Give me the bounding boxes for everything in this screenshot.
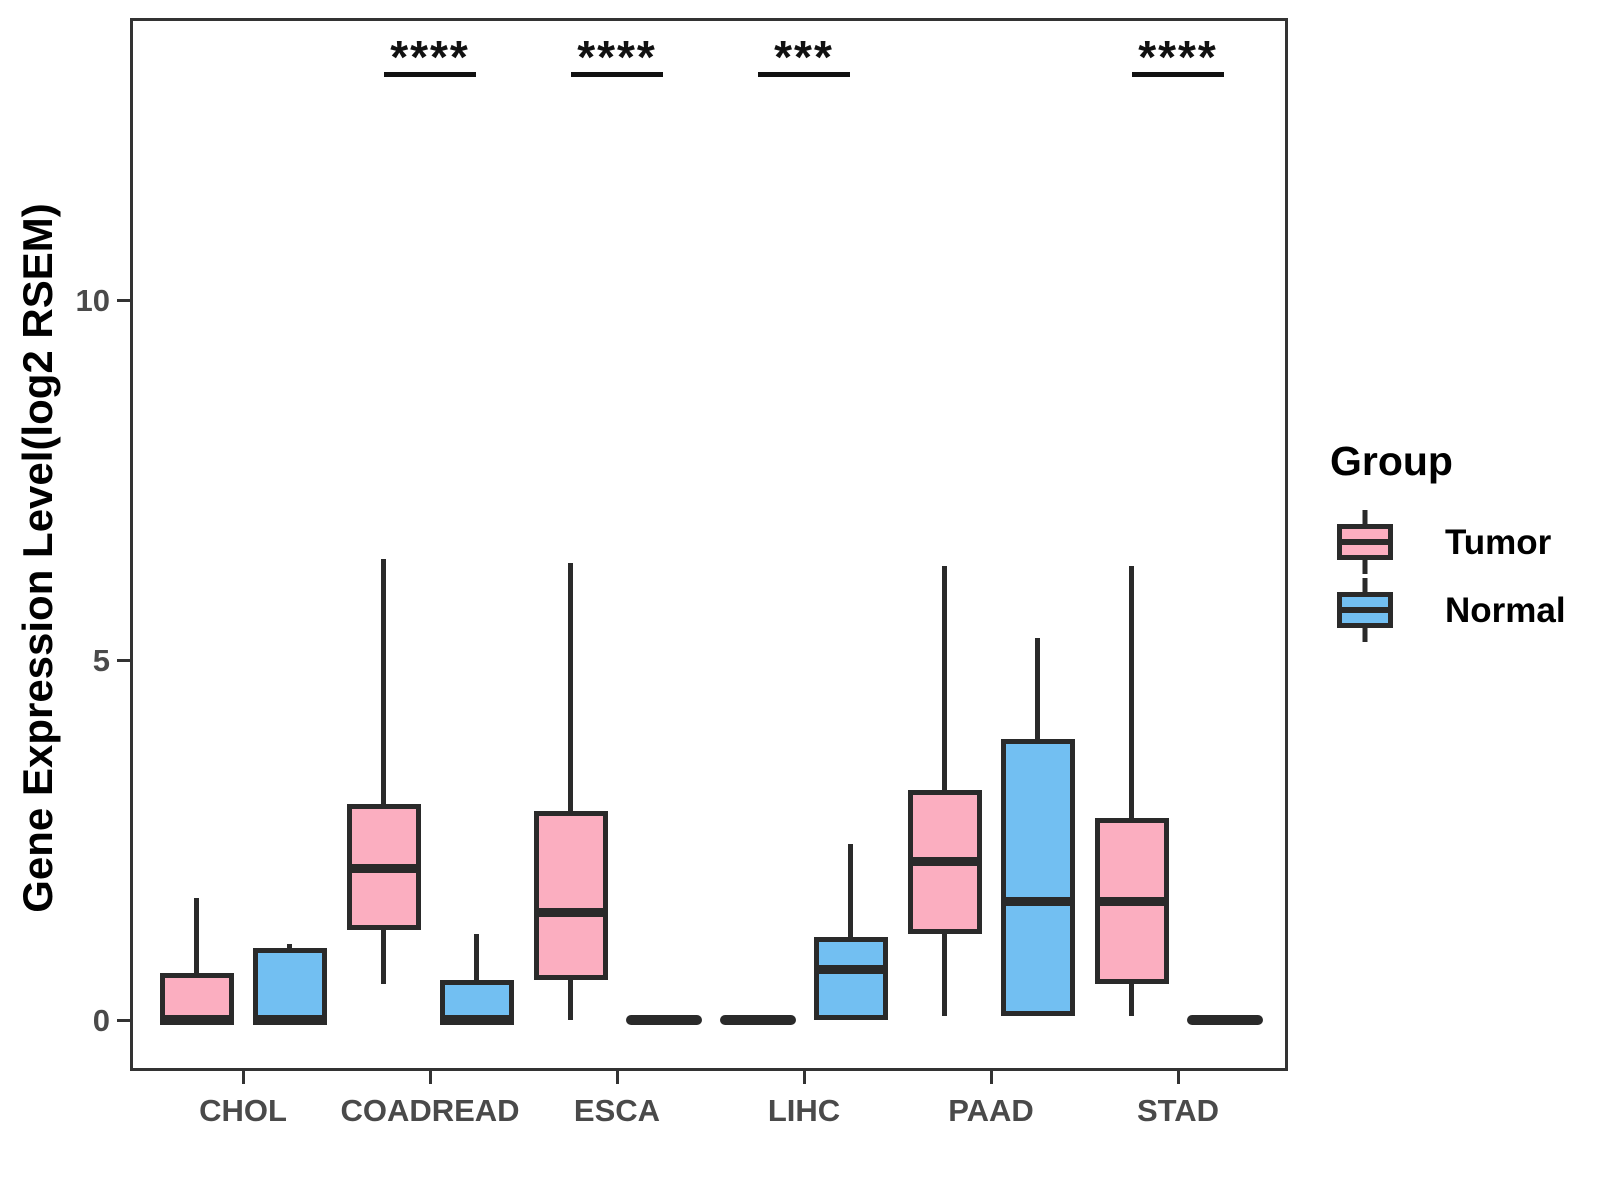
- x-tick-mark: [241, 1071, 245, 1084]
- median-line: [1000, 896, 1075, 906]
- median-line: [907, 857, 982, 867]
- whisker: [474, 933, 479, 1020]
- box-iqr: [813, 937, 888, 1020]
- legend-key-tumor: [1337, 510, 1393, 574]
- y-tick-mark: [117, 1018, 130, 1022]
- legend: Group Tumor Normal: [1330, 438, 1590, 668]
- legend-label-normal: Normal: [1445, 591, 1566, 630]
- box-iqr: [252, 948, 327, 1020]
- whisker: [568, 562, 573, 1020]
- box-iqr: [439, 980, 514, 1020]
- x-tick-mark: [615, 1071, 619, 1084]
- y-tick-label: 10: [75, 283, 110, 318]
- median-line: [533, 907, 608, 917]
- x-tick-label-esca: ESCA: [573, 1093, 661, 1128]
- legend-label-tumor: Tumor: [1445, 523, 1552, 562]
- flat-box: [719, 1015, 796, 1025]
- x-tick-label-chol: CHOL: [199, 1093, 287, 1128]
- x-tick-label-coadread: COADREAD: [340, 1093, 520, 1128]
- significance-line: [384, 72, 476, 77]
- box-iqr: [533, 811, 608, 981]
- legend-key-median: [1337, 607, 1393, 613]
- median-line: [252, 1015, 327, 1025]
- significance-line: [571, 72, 663, 77]
- x-tick-label-paad: PAAD: [948, 1093, 1034, 1128]
- x-tick-mark: [802, 1071, 806, 1084]
- flat-box: [625, 1015, 702, 1025]
- flat-box: [1186, 1015, 1263, 1025]
- x-tick-mark: [989, 1071, 993, 1084]
- y-tick-mark: [117, 298, 130, 302]
- x-tick-label-stad: STAD: [1136, 1093, 1220, 1128]
- whisker: [381, 559, 386, 984]
- significance-line: [758, 72, 850, 77]
- box-iqr: [1000, 739, 1075, 1017]
- x-tick-label-lihc: LIHC: [767, 1093, 841, 1128]
- x-tick-mark: [1176, 1071, 1180, 1084]
- median-line: [439, 1015, 514, 1025]
- y-tick-label: 5: [92, 643, 110, 678]
- legend-key-median: [1337, 539, 1393, 545]
- legend-key-normal: [1337, 578, 1393, 642]
- whisker: [194, 897, 199, 1020]
- legend-title: Group: [1330, 438, 1453, 484]
- y-tick-mark: [117, 658, 130, 662]
- y-tick-label: 0: [92, 1003, 110, 1038]
- median-line: [159, 1015, 234, 1025]
- median-line: [346, 864, 421, 874]
- median-line: [1094, 896, 1169, 906]
- whisker: [848, 843, 853, 1020]
- x-tick-mark: [428, 1071, 432, 1084]
- whisker: [1129, 566, 1134, 1017]
- median-line: [813, 965, 888, 975]
- significance-line: [1132, 72, 1224, 77]
- box-iqr: [159, 973, 234, 1020]
